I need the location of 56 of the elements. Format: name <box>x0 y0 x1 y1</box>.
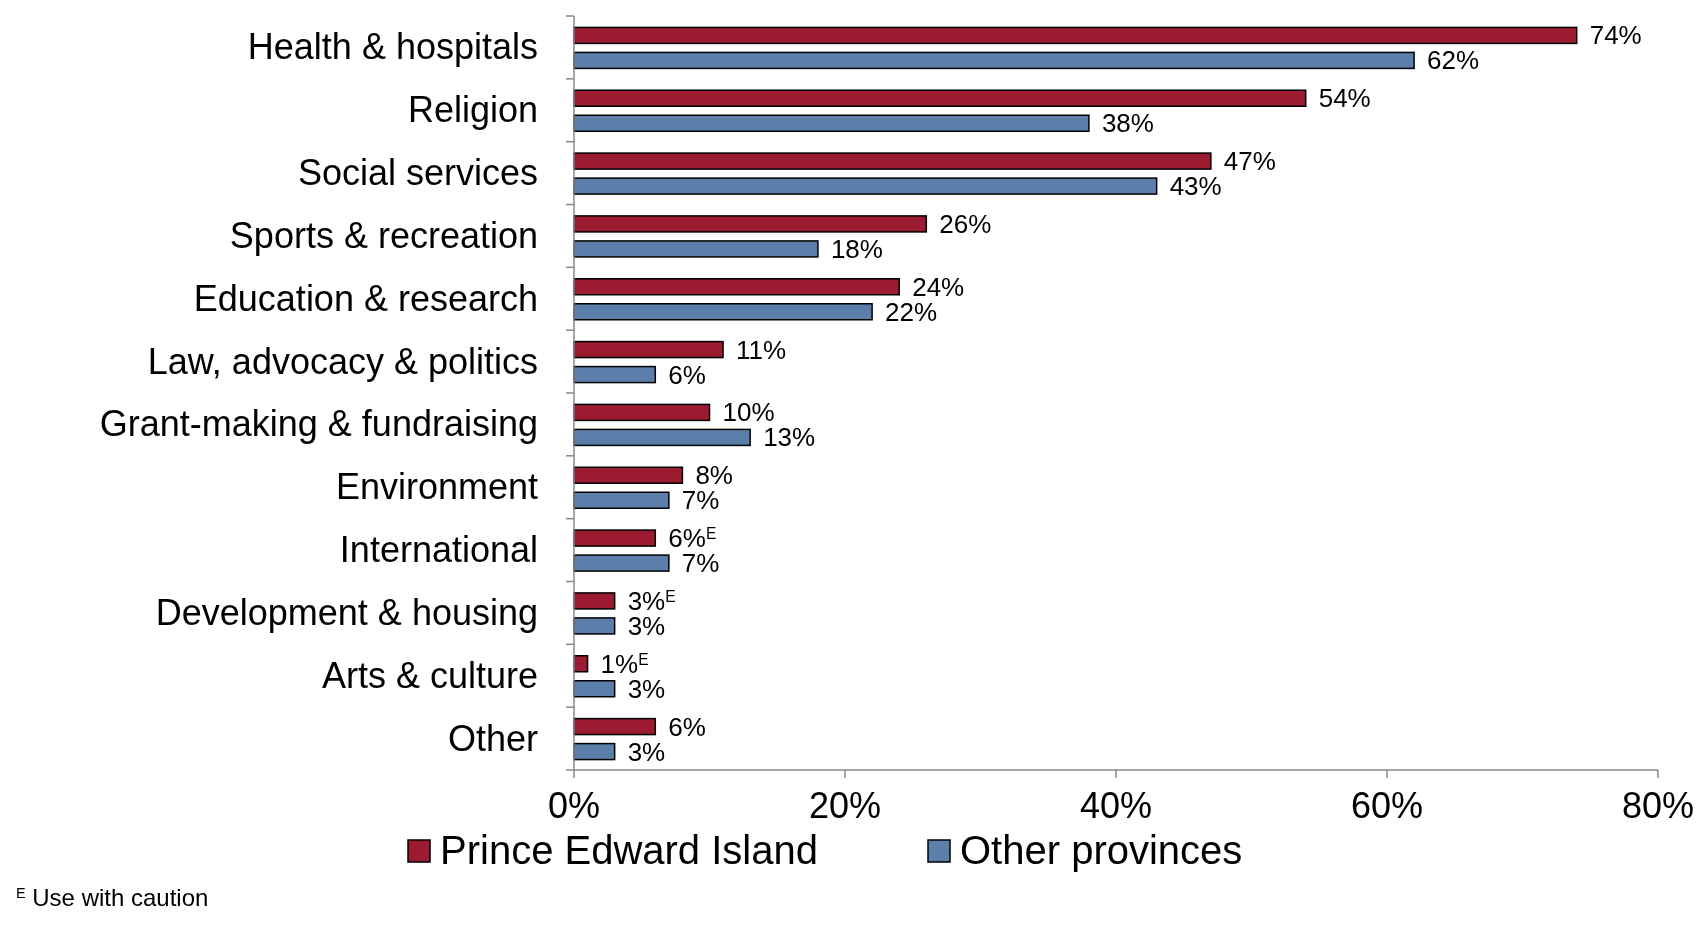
y-tick-label: Law, advocacy & politics <box>147 340 538 382</box>
bar <box>573 152 1212 170</box>
bar <box>573 215 928 233</box>
data-label: 54% <box>1318 83 1371 114</box>
x-tick-label: 40% <box>1079 785 1153 826</box>
bar <box>573 617 616 635</box>
legend-label: Other provinces <box>960 828 1243 872</box>
data-label: 74% <box>1589 20 1642 51</box>
bar <box>573 554 670 572</box>
x-tick-label: 80% <box>1621 785 1695 826</box>
legend-label: Prince Edward Island <box>440 828 818 872</box>
data-label: 6% <box>668 359 706 390</box>
bar <box>573 680 616 698</box>
bar <box>573 51 1415 70</box>
data-label: 6% <box>668 711 706 742</box>
bar <box>573 466 684 484</box>
bar <box>573 403 711 422</box>
text: $^{E}$ Use with caution <box>16 884 209 911</box>
y-tick-label: Development & housing <box>155 591 538 633</box>
y-tick-label: Sports & recreation <box>229 214 538 256</box>
data-label: 18% <box>830 233 883 264</box>
data-label: 3% <box>627 736 666 767</box>
data-label: 62% <box>1427 45 1480 76</box>
bar <box>573 340 724 359</box>
data-label: 11% <box>736 334 787 365</box>
data-label: 26% <box>939 208 992 239</box>
y-tick-label: Education & research <box>193 277 538 319</box>
x-tick-label: 0% <box>547 785 601 826</box>
bar <box>573 491 670 509</box>
x-tick-label: 60% <box>1350 785 1424 826</box>
bar <box>573 303 873 321</box>
bar <box>573 592 616 610</box>
bar <box>573 26 1578 45</box>
y-tick-label: Religion <box>407 89 538 131</box>
data-label: 47% <box>1223 146 1276 177</box>
y-tick-label: Arts & culture <box>321 654 538 696</box>
data-label: 43% <box>1169 171 1222 202</box>
data-label: 38% <box>1101 108 1154 139</box>
bar <box>573 717 657 736</box>
bar <box>573 365 657 384</box>
y-tick-label: International <box>339 529 538 571</box>
y-tick-label: Social services <box>297 152 538 194</box>
y-tick-label: Grant-making & fundraising <box>99 403 538 445</box>
bar <box>573 240 819 258</box>
bar <box>573 89 1307 107</box>
bar <box>573 428 751 447</box>
bar <box>573 529 657 547</box>
y-tick-label: Other <box>447 717 538 759</box>
bar <box>573 742 616 761</box>
y-tick-label: Health & hospitals <box>247 26 538 68</box>
bar <box>573 655 589 673</box>
bar <box>573 278 900 296</box>
bar <box>573 114 1090 132</box>
bar <box>573 177 1158 195</box>
y-tick-label: Environment <box>335 466 538 508</box>
x-tick-label: 20% <box>808 785 882 826</box>
